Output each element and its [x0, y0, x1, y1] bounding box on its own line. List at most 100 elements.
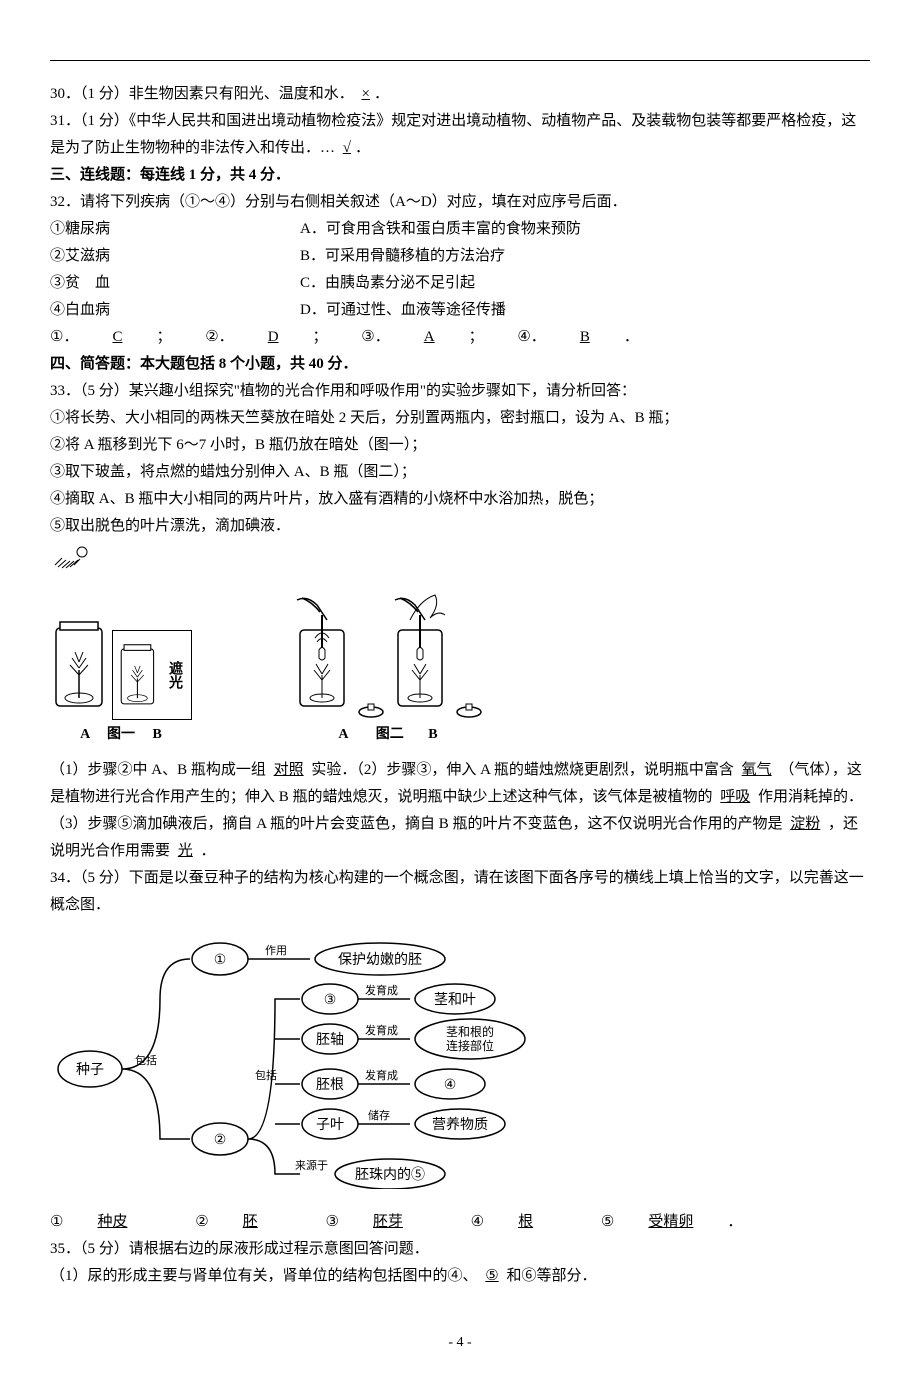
q35-p1-a1: ⑤	[481, 1268, 502, 1284]
q31: 31．（1 分）《中华人民共和国进出境动植物检疫法》规定对进出境动植物、动植物产…	[50, 108, 870, 162]
q32-left-2: ②艾滋病	[50, 243, 300, 270]
fig2-A-label: A	[338, 727, 347, 742]
q32-ans2-label: ②．	[205, 324, 233, 351]
q31-text: 31．（1 分）《中华人民共和国进出境动植物检疫法》规定对进出境动植物、动植物产…	[50, 113, 856, 156]
node-1: ①	[214, 953, 227, 968]
q31-answer: √	[339, 140, 355, 156]
node-4-target: ④	[444, 1078, 457, 1093]
q34-intro: 34．（5 分）下面是以蚕豆种子的结构为核心构建的一个概念图，请在该图下面各序号…	[50, 865, 870, 919]
node-peizhu: 胚珠内的⑤	[355, 1167, 425, 1183]
node-ziye-target: 营养物质	[432, 1117, 488, 1133]
q33-step2: ②将 A 瓶移到光下 6～7 小时，B 瓶仍放在暗处（图一）；	[50, 432, 870, 459]
q34-a3: 胚芽	[369, 1214, 407, 1230]
q32-row-4: ④白血病 D．可通过性、血液等途径传播	[50, 297, 870, 324]
q32-right-3: C．由胰岛素分泌不足引起	[300, 270, 870, 297]
node-3-target: 茎和叶	[434, 992, 476, 1008]
node-peizh-target-1: 茎和根的	[446, 1024, 494, 1039]
node-peigen: 胚根	[316, 1077, 344, 1093]
figure-2: A 图二 B	[292, 590, 484, 747]
q32-left-3: ③贫 血	[50, 270, 300, 297]
q34-a2-label: ②	[195, 1214, 208, 1230]
edge-peigen: 发育成	[365, 1068, 398, 1082]
q30-answer: ×	[358, 86, 374, 102]
jar-B-fig1-box: 遮光	[112, 630, 192, 720]
edge-1: 作用	[265, 944, 287, 957]
q34-a4: 根	[514, 1214, 537, 1230]
q32-ans2: D	[264, 324, 283, 351]
q32-ans3: A	[420, 324, 439, 351]
q33-step1: ①将长势、大小相同的两株天竺葵放在暗处 2 天后，分别置两瓶内，密封瓶口，设为 …	[50, 405, 870, 432]
q35-p1: （1）尿的形成主要与肾单位有关，肾单位的结构包括图中的④、 ⑤ 和⑥等部分．	[50, 1263, 870, 1290]
section3-title: 三、连线题：每连线 1 分，共 4 分．	[50, 162, 870, 189]
q33-p3-a1: 淀粉	[786, 816, 824, 832]
q32-ans1-label: ①．	[50, 324, 78, 351]
q32-ans3-label: ③．	[361, 324, 389, 351]
q30-text: 30．（1 分）非生物因素只有阳光、温度和水．	[50, 86, 354, 102]
edge-ziye: 储存	[368, 1108, 390, 1122]
node-3: ③	[324, 993, 337, 1008]
node-peizh-target-2: 连接部位	[446, 1038, 494, 1053]
q33-p3-end: ．	[201, 843, 216, 859]
q33-p1-a1: 对照	[270, 762, 308, 778]
q33-figures: 遮光 A 图一 B	[50, 590, 870, 747]
node-ziye: 子叶	[316, 1117, 344, 1133]
q33-p3-a2: 光	[174, 843, 197, 859]
q32-right-1: A．可食用含铁和蛋白质丰富的食物来预防	[300, 216, 870, 243]
jar-A-fig2	[292, 590, 352, 720]
jar-B-fig2	[390, 590, 450, 720]
fig1-A-label: A	[80, 727, 89, 742]
q35-p1-pre: （1）尿的形成主要与肾单位有关，肾单位的结构包括图中的④、	[50, 1268, 478, 1284]
node-root: 种子	[76, 1062, 104, 1078]
q32-left-4: ④白血病	[50, 297, 300, 324]
figure-1: 遮光 A 图一 B	[50, 620, 192, 747]
fig2-B-label: B	[428, 727, 437, 742]
q33-p1-a3: 呼吸	[716, 789, 754, 805]
q33-step5: ⑤取出脱色的叶片漂洗，滴加碘液．	[50, 513, 870, 540]
q33-p1-a2: 氧气	[738, 762, 776, 778]
q32-ans1: C	[108, 324, 126, 351]
q33-p3-pre: （3）步骤⑤滴加碘液后，摘自 A 瓶的叶片会变蓝色，摘自 B 瓶的叶片不变蓝色，…	[50, 816, 783, 832]
q32-row-1: ①糖尿病 A．可食用含铁和蛋白质丰富的食物来预防	[50, 216, 870, 243]
q33-p1-end: 作用消耗掉的．	[758, 789, 863, 805]
section4-title: 四、简答题：本大题包括 8 个小题，共 40 分．	[50, 351, 870, 378]
q32-answers: ①．C； ②．D； ③．A； ④．B．	[50, 324, 870, 351]
q33-p3: （3）步骤⑤滴加碘液后，摘自 A 瓶的叶片会变蓝色，摘自 B 瓶的叶片不变蓝色，…	[50, 811, 870, 865]
jar-A-fig1	[50, 620, 108, 720]
page-number: - 4 -	[50, 1330, 870, 1355]
q34-answers: ①种皮 ②胚 ③胚芽 ④根 ⑤受精卵．	[50, 1209, 870, 1236]
q34-a1: 种皮	[93, 1214, 131, 1230]
lid-B-icon	[454, 700, 484, 720]
q32-left-1: ①糖尿病	[50, 216, 300, 243]
top-rule	[50, 60, 870, 61]
node-1-target: 保护幼嫩的胚	[338, 952, 422, 968]
q34-a5: 受精卵	[644, 1214, 697, 1230]
q32-row-3: ③贫 血 C．由胰岛素分泌不足引起	[50, 270, 870, 297]
q33-p1-pre: （1）步骤②中 A、B 瓶构成一组	[50, 762, 266, 778]
q32-right-4: D．可通过性、血液等途径传播	[300, 297, 870, 324]
q33-step3: ③取下玻盖，将点燃的蜡烛分别伸入 A、B 瓶（图二）；	[50, 459, 870, 486]
q32-row-2: ②艾滋病 B．可采用骨髓移植的方法治疗	[50, 243, 870, 270]
q35-p1-end: 和⑥等部分．	[506, 1268, 596, 1284]
q34-a4-label: ④	[471, 1214, 484, 1230]
edge-peizh: 发育成	[365, 1023, 398, 1037]
lid-A-icon	[356, 700, 386, 720]
q34-a3-label: ③	[325, 1214, 338, 1230]
q33-intro: 33．（5 分）某兴趣小组探究"植物的光合作用和呼吸作用"的实验步骤如下，请分析…	[50, 378, 870, 405]
q33-p1-mid: 实验．（2）步骤③，伸入 A 瓶的蜡烛燃烧更剧烈，说明瓶中富含	[311, 762, 734, 778]
q30: 30．（1 分）非生物因素只有阳光、温度和水． ×．	[50, 81, 870, 108]
fig2-label: 图二	[376, 727, 404, 742]
q35-intro: 35．（5 分）请根据右边的尿液形成过程示意图回答问题．	[50, 1236, 870, 1263]
edge-source: 来源于	[295, 1158, 328, 1172]
q34-a1-label: ①	[50, 1214, 63, 1230]
fig1-label: 图一	[107, 727, 135, 742]
q34-a2: 胚	[239, 1214, 262, 1230]
sun-icon	[50, 540, 870, 580]
q32-right-2: B．可采用骨髓移植的方法治疗	[300, 243, 870, 270]
edge-3: 发育成	[365, 983, 398, 997]
node-peizh: 胚轴	[316, 1032, 344, 1048]
node-2: ②	[214, 1133, 227, 1148]
concept-diagram: 种子 包括 ① 作用 保护幼嫩的胚 ② 包括 ③ 发育成 茎和叶	[50, 929, 870, 1199]
q33-step4: ④摘取 A、B 瓶中大小相同的两片叶片，放入盛有酒精的小烧杯中水浴加热，脱色；	[50, 486, 870, 513]
q33-p1: （1）步骤②中 A、B 瓶构成一组 对照 实验．（2）步骤③，伸入 A 瓶的蜡烛…	[50, 757, 870, 811]
fig1-dark-label: 遮光	[158, 657, 191, 693]
